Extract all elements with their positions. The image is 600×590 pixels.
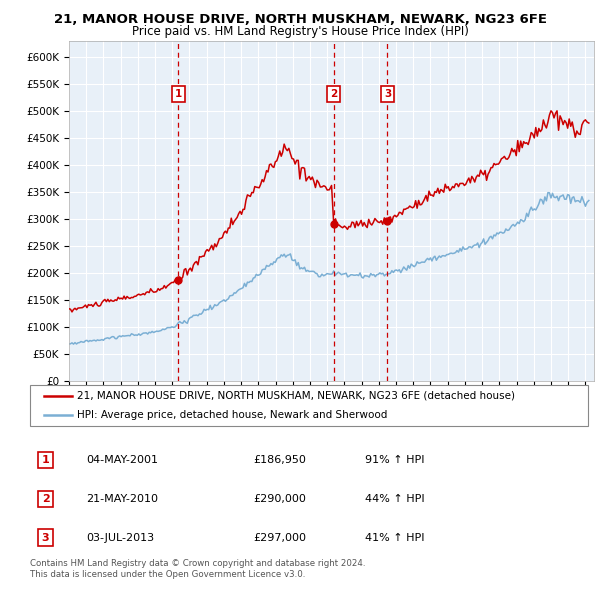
Text: 2: 2 xyxy=(330,89,337,99)
Text: 2: 2 xyxy=(42,494,49,504)
Text: 21, MANOR HOUSE DRIVE, NORTH MUSKHAM, NEWARK, NG23 6FE: 21, MANOR HOUSE DRIVE, NORTH MUSKHAM, NE… xyxy=(53,13,547,26)
Text: Price paid vs. HM Land Registry's House Price Index (HPI): Price paid vs. HM Land Registry's House … xyxy=(131,25,469,38)
Text: HPI: Average price, detached house, Newark and Sherwood: HPI: Average price, detached house, Newa… xyxy=(77,410,388,420)
Text: 04-MAY-2001: 04-MAY-2001 xyxy=(86,455,158,465)
FancyBboxPatch shape xyxy=(30,385,588,426)
Text: 03-JUL-2013: 03-JUL-2013 xyxy=(86,533,154,543)
Text: 1: 1 xyxy=(175,89,182,99)
Text: 21, MANOR HOUSE DRIVE, NORTH MUSKHAM, NEWARK, NG23 6FE (detached house): 21, MANOR HOUSE DRIVE, NORTH MUSKHAM, NE… xyxy=(77,391,515,401)
Text: 91% ↑ HPI: 91% ↑ HPI xyxy=(365,455,424,465)
Text: 44% ↑ HPI: 44% ↑ HPI xyxy=(365,494,424,504)
Text: 41% ↑ HPI: 41% ↑ HPI xyxy=(365,533,424,543)
Text: £186,950: £186,950 xyxy=(253,455,306,465)
Text: £290,000: £290,000 xyxy=(253,494,306,504)
Text: 3: 3 xyxy=(384,89,391,99)
Text: Contains HM Land Registry data © Crown copyright and database right 2024.
This d: Contains HM Land Registry data © Crown c… xyxy=(30,559,365,579)
Text: 21-MAY-2010: 21-MAY-2010 xyxy=(86,494,158,504)
Text: £297,000: £297,000 xyxy=(253,533,306,543)
Text: 3: 3 xyxy=(42,533,49,543)
Text: 1: 1 xyxy=(42,455,49,465)
